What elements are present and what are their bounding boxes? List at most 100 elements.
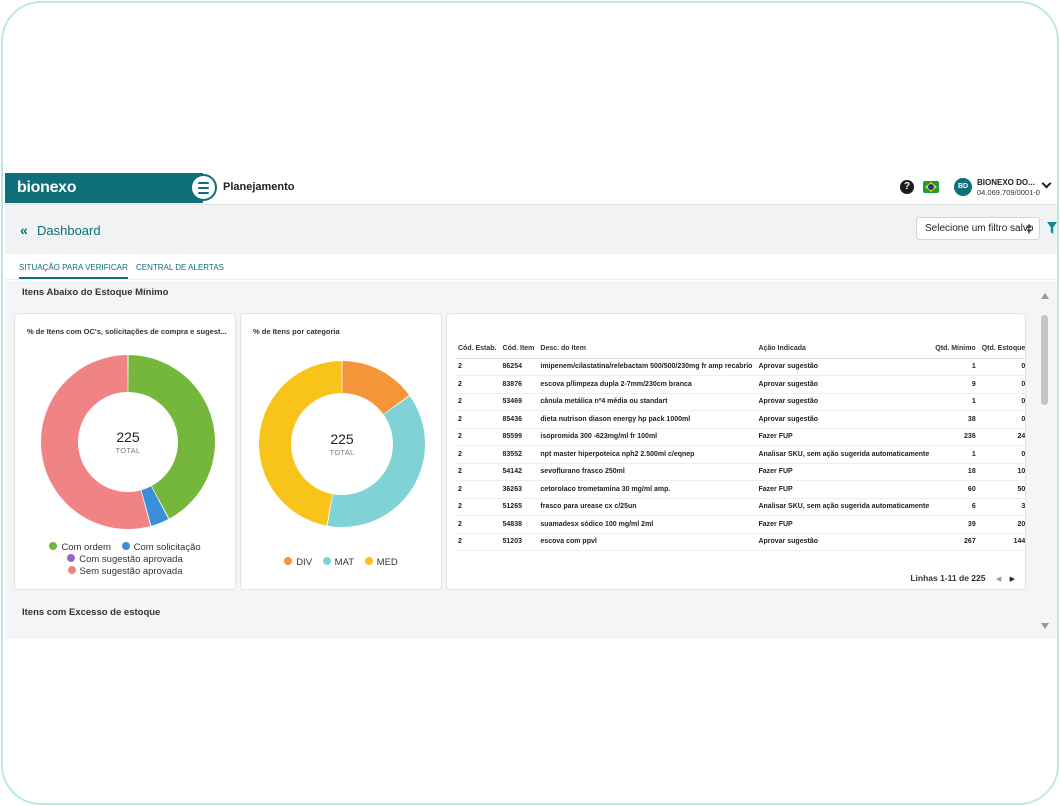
tab-situacao-para-verificar[interactable]: SITUAÇÃO PARA VERIFICAR [19, 263, 128, 279]
table-row[interactable]: 2 83876 escova p/limpeza dupla 2-7mm/230cm… [455, 375, 1025, 394]
table-cell: Aprovar sugestão [755, 358, 933, 376]
table-row[interactable]: 2 54142 sevoflurano frasco 250ml Fazer FUP 1… [455, 463, 1025, 481]
legend-dot [121, 542, 130, 550]
top-bar: bionexo Planejamento ? BD BIONEXO DO... … [5, 171, 1057, 205]
prev-page-icon[interactable]: ◀ [995, 576, 1002, 583]
table-cell: escova com ppvl [537, 533, 756, 551]
table-cell: 236 [932, 428, 979, 446]
table-row[interactable]: 2 36263 cetorolaco trometamina 30 mg/ml am… [455, 480, 1025, 499]
donut-center: 225 TOTAL [41, 429, 215, 455]
saved-filter-select[interactable]: Selecione um filtro salvo ▲ ▼ [916, 217, 1040, 240]
help-icon[interactable]: ? [900, 180, 914, 194]
legend-item-com-sugestao-aprovada[interactable]: Com sugestão aprovada [67, 554, 183, 565]
table-row[interactable]: 2 85599 isopromida 300 -623mg/ml fr 100ml F… [455, 428, 1025, 446]
legend-dot [284, 557, 293, 565]
table-cell: cetorolaco trometamina 30 mg/ml amp. [537, 480, 756, 499]
table-cell: 54838 [499, 515, 538, 534]
legend-item-com-ordem[interactable]: Com ordem [49, 542, 111, 553]
table-cell: 2 [455, 463, 500, 481]
legend-label: Com sugestão aprovada [79, 554, 183, 565]
donut-total-value: 225 [330, 431, 354, 447]
legend-row: Sem sugestão aprovada [15, 566, 235, 577]
table-row[interactable]: 2 83552 npt master hiperpoteica nph2 2.500… [455, 445, 1025, 464]
column-header[interactable]: Qtd. Estoque [978, 340, 1025, 359]
table-cell: 2 [455, 428, 500, 446]
scrollbar-thumb[interactable] [1041, 315, 1048, 405]
table-cell: sevoflurano frasco 250ml [537, 463, 756, 481]
legend-dot [67, 554, 76, 562]
legend-dot [67, 566, 76, 574]
tab-bar: SITUAÇÃO PARA VERIFICAR CENTRAL DE ALERT… [5, 254, 1057, 280]
legend-label: Com solicitação [133, 542, 201, 553]
table-cell: 1 [932, 358, 979, 376]
legend-item-med[interactable]: MED [364, 557, 398, 568]
select-arrows-icon: ▲ ▼ [1025, 221, 1033, 236]
donut-slice-com-ordem[interactable] [128, 355, 215, 519]
legend-row: Com ordem Com solicitação [15, 542, 235, 553]
column-header[interactable]: Ação Indicada [755, 340, 933, 359]
table-cell: 2 [455, 445, 500, 464]
column-header[interactable]: Qtd. Mínimo [932, 340, 979, 359]
table-row[interactable]: 2 53469 cânula metálica nº4 média ou stand… [455, 393, 1025, 411]
donut-slice-mat[interactable] [327, 396, 425, 527]
column-header[interactable]: Cód. Estab. [455, 340, 500, 359]
table-row[interactable]: 2 54838 suamadesx sódico 100 mg/ml 2ml Faze… [455, 515, 1025, 534]
table-row[interactable]: 2 51265 frasco para urease cx c/25un Analis… [455, 498, 1025, 516]
legend-row: Com sugestão aprovada [15, 554, 235, 565]
column-header[interactable]: Desc. do Item [537, 340, 756, 359]
table-cell: 0 [978, 393, 1025, 411]
table-cell: 85599 [499, 428, 538, 446]
brazil-flag-icon[interactable] [923, 181, 939, 193]
table-cell: isopromida 300 -623mg/ml fr 100ml [537, 428, 756, 446]
next-page-icon[interactable]: ▶ [1009, 576, 1015, 583]
table-cell: Aprovar sugestão [755, 410, 933, 429]
user-menu[interactable]: BD BIONEXO DO... 04.069.709/0001-0 [951, 174, 1057, 202]
chevron-down-icon[interactable] [1041, 178, 1052, 189]
brand-bar[interactable]: bionexo [5, 173, 203, 203]
table-row[interactable]: 2 86254 imipenem/cilastatina/relebactam 50… [455, 358, 1025, 376]
legend-item-div[interactable]: DIV [284, 557, 312, 568]
section-title-excess: Itens com Excesso de estoque [22, 607, 161, 618]
table-cell: cânula metálica nº4 média ou standart [537, 393, 756, 411]
card-items-table: Cód. Estab. Cód. Item Desc. do Item Ação In… [446, 313, 1026, 590]
table-cell: 2 [455, 533, 500, 551]
legend-item-com-solicitacao[interactable]: Com solicitação [121, 542, 201, 553]
brand-logo: bionexo [17, 179, 77, 196]
double-chevron-left-icon[interactable]: « [20, 222, 28, 238]
filter-funnel-icon[interactable] [1047, 222, 1057, 234]
donut-slice-com-solicita-o[interactable] [141, 486, 169, 526]
legend-dot [322, 557, 331, 565]
donut-slice-sem-sugest-o-aprovada[interactable] [41, 355, 151, 529]
donut-total-value: 225 [116, 429, 140, 445]
table-cell: 0 [978, 445, 1025, 464]
table-cell: frasco para urease cx c/25un [537, 498, 756, 516]
legend-label: DIV [296, 557, 313, 568]
legend-label: MED [376, 557, 398, 568]
table-row[interactable]: 2 51203 escova com ppvl Aprovar sugestão 267… [455, 533, 1025, 551]
user-name: BIONEXO DO... [977, 178, 1035, 187]
table-cell: 6 [932, 498, 979, 516]
scroll-up-icon[interactable] [1041, 293, 1049, 299]
table-body: 2 86254 imipenem/cilastatina/relebactam 50… [455, 358, 1025, 551]
legend-item-mat[interactable]: MAT [322, 557, 354, 568]
tab-central-de-alertas[interactable]: CENTRAL DE ALERTAS [136, 263, 224, 272]
donut-slice-med[interactable] [259, 361, 342, 526]
table-cell: suamadesx sódico 100 mg/ml 2ml [537, 515, 756, 534]
table-cell: 51203 [499, 533, 538, 551]
page-header: « Dashboard Selecione um filtro salvo ▲ ▼ [5, 205, 1057, 254]
table-row[interactable]: 2 85436 dieta nutrison diason energy hp pa… [455, 410, 1025, 429]
chart-title: % de Itens por categoria [253, 327, 340, 336]
column-header[interactable]: Cód. Item [499, 340, 538, 359]
section-title-below-min: Itens Abaixo do Estoque Mínimo [22, 287, 169, 298]
legend-item-sem-sugestao-aprovada[interactable]: Sem sugestão aprovada [67, 566, 182, 577]
table-cell: 50 [978, 480, 1025, 499]
scroll-down-icon[interactable] [1041, 623, 1049, 629]
table-cell: 60 [932, 480, 979, 499]
hamburger-menu-icon[interactable] [190, 174, 217, 201]
page-title: Dashboard [37, 223, 101, 238]
table-cell: 10 [978, 463, 1025, 481]
donut-slice-div[interactable] [342, 361, 410, 415]
table-cell: 53469 [499, 393, 538, 411]
table-cell: 39 [932, 515, 979, 534]
